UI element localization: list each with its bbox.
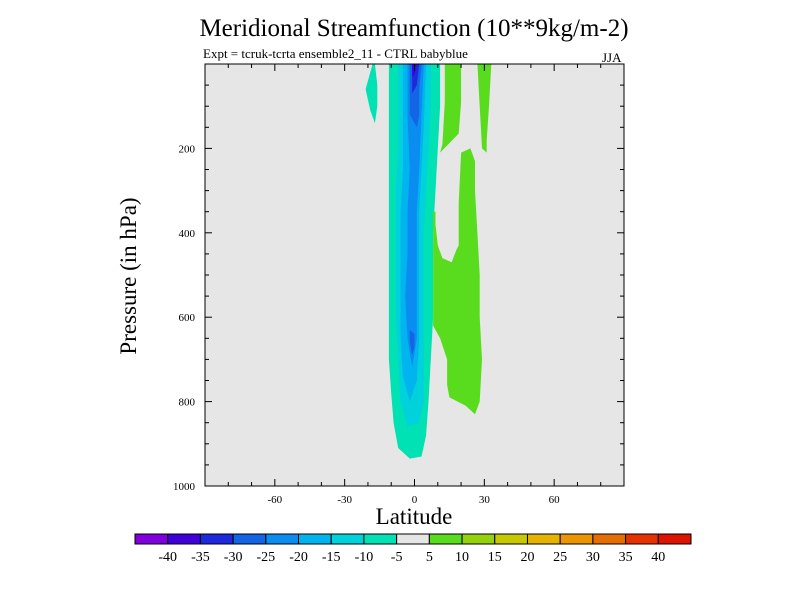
y-tick-label: 400 <box>179 228 196 240</box>
colorbar: -40 -35 -30 -25 -20 -15 -10 -5 5 10 15 20 25 30 35 40 <box>134 533 692 565</box>
x-tick-label: 30 <box>479 494 491 506</box>
colorbar-swatch <box>396 533 430 545</box>
colorbar-swatch <box>461 533 496 545</box>
colorbar-swatch <box>167 533 201 545</box>
colorbar-swatch <box>559 533 594 545</box>
colorbar-swatch <box>199 533 234 545</box>
colorbar-label: -5 <box>391 550 403 565</box>
plot-area <box>205 64 624 486</box>
contour-region-10 <box>477 64 492 153</box>
chart-title: Meridional Streamfunction (10**9kg/m-2) <box>199 15 629 42</box>
colorbar-label: -40 <box>158 550 177 565</box>
colorbar-swatch <box>657 533 692 545</box>
axes: -60 -30 0 30 60 200 400 600 800 1000 <box>173 63 625 506</box>
x-tick-label: -30 <box>337 494 352 506</box>
y-axis-label: Pressure (in hPa) <box>116 197 141 354</box>
colorbar-label: -25 <box>256 550 275 565</box>
contour-region-8 <box>365 64 378 124</box>
colorbar-label: 40 <box>651 550 665 565</box>
contour-region-9 <box>440 64 462 153</box>
y-tick-label: 1000 <box>173 481 196 493</box>
colorbar-label: 10 <box>455 550 469 565</box>
colorbar-swatch <box>232 533 267 545</box>
y-tick-label: 600 <box>179 312 196 324</box>
colorbar-label: 25 <box>553 550 567 565</box>
chart-subtitle: Expt = tcruk-tcrta ensemble2_11 - CTRL b… <box>203 46 468 61</box>
contour-region-4 <box>409 329 415 356</box>
colorbar-swatch <box>363 533 398 545</box>
colorbar-swatch <box>625 533 659 545</box>
colorbar-label: 35 <box>619 550 633 565</box>
contour-region-3 <box>405 64 424 368</box>
colorbar-swatch <box>494 533 528 545</box>
colorbar-label: -10 <box>355 550 374 565</box>
x-tick-label: 0 <box>412 494 418 506</box>
y-tick-label: 200 <box>179 143 196 155</box>
colorbar-swatch <box>526 533 561 545</box>
colorbar-label: -35 <box>191 550 210 565</box>
season-label: JJA <box>602 50 622 65</box>
colorbar-swatch <box>298 533 332 545</box>
colorbar-label: 30 <box>586 550 600 565</box>
colorbar-label: 20 <box>520 550 534 565</box>
contour-region-11 <box>433 148 482 415</box>
y-tick-label: 800 <box>179 397 196 409</box>
colorbar-swatch <box>330 533 365 545</box>
x-tick-label: -60 <box>267 494 282 506</box>
colorbar-label: 5 <box>426 550 433 565</box>
colorbar-label: 15 <box>488 550 502 565</box>
colorbar-label: -20 <box>289 550 308 565</box>
colorbar-swatch <box>134 533 169 545</box>
colorbar-swatch <box>428 533 463 545</box>
colorbar-label: -30 <box>224 550 243 565</box>
colorbar-label: -15 <box>322 550 341 565</box>
colorbar-swatch <box>592 533 627 545</box>
x-axis-label: Latitude <box>376 504 453 529</box>
x-tick-label: 60 <box>549 494 561 506</box>
colorbar-swatch <box>265 533 300 545</box>
